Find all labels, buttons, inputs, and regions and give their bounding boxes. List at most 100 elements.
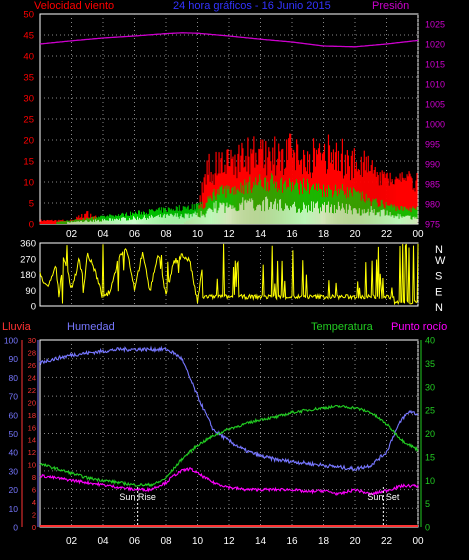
rain-y-tick-label: 100 xyxy=(4,336,18,346)
temperature-y-tick-label: 5 xyxy=(425,499,430,509)
rain-y-tick-label: 10 xyxy=(9,504,19,514)
rain-y-tick-label: 30 xyxy=(9,466,19,476)
sunrise-label: Sun Rise xyxy=(119,492,156,502)
humidity-y-tick-label: 2 xyxy=(32,511,36,520)
wind-x-tick-label: 16 xyxy=(286,229,298,240)
wind-x-tick-label: 04 xyxy=(97,229,109,240)
humidity-x-tick-label: 22 xyxy=(381,536,393,547)
direction-y-tick-label: 90 xyxy=(25,286,36,297)
humidity-y-tick-label: 28 xyxy=(28,348,36,357)
wind-pressure-panel: 02 04 06 08 10 12 14 16 18 20 22 000510152025303540… xyxy=(23,10,445,241)
humidity-x-tick-label: 02 xyxy=(66,536,78,547)
compass-label: E xyxy=(435,286,442,298)
wind-y-tick-label: 0 xyxy=(29,220,34,231)
pressure-y-tick-label: 1020 xyxy=(425,40,445,50)
pressure-y-tick-label: 980 xyxy=(425,200,440,210)
rain-y-tick-label: 90 xyxy=(9,354,19,364)
wind-x-tick-label: 00 xyxy=(412,229,424,240)
wind-y-tick-label: 30 xyxy=(23,94,34,105)
humidity-y-tick-label: 18 xyxy=(28,411,36,420)
rain-y-tick-label: 80 xyxy=(9,373,19,383)
dewpoint-line xyxy=(39,467,419,497)
wind-x-tick-label: 22 xyxy=(381,229,393,240)
wind-x-tick-label: 14 xyxy=(255,229,267,240)
humidity-y-tick-label: 20 xyxy=(28,398,36,407)
temperature-line xyxy=(39,404,419,488)
humidity-x-tick-label: 16 xyxy=(286,536,298,547)
wind-y-tick-label: 10 xyxy=(23,178,34,189)
humidity-x-tick-label: 08 xyxy=(160,536,172,547)
wind-y-tick-label: 45 xyxy=(23,31,34,42)
compass-label: S xyxy=(435,271,442,283)
humidity-title: Humedad xyxy=(67,321,115,333)
humidity-y-tick-label: 12 xyxy=(28,448,36,457)
humidity-y-tick-label: 22 xyxy=(28,386,36,395)
temperature-title: Temperatura xyxy=(311,321,374,333)
wind-y-tick-label: 40 xyxy=(23,52,34,63)
rain-y-tick-label: 50 xyxy=(9,429,19,439)
pressure-y-tick-label: 975 xyxy=(425,220,440,230)
humidity-y-tick-label: 14 xyxy=(28,436,36,445)
wind-y-tick-label: 15 xyxy=(23,157,34,168)
wind-y-tick-label: 35 xyxy=(23,73,34,84)
rain-title: Lluvia xyxy=(2,321,32,333)
humidity-x-tick-label: 20 xyxy=(349,536,361,547)
humidity-x-tick-label: 12 xyxy=(223,536,235,547)
wind-x-tick-label: 20 xyxy=(349,229,361,240)
rain-y-tick-label: 60 xyxy=(9,410,19,420)
wind-x-tick-label: 02 xyxy=(66,229,78,240)
temperature-y-tick-label: 35 xyxy=(425,359,435,369)
temperature-y-tick-label: 30 xyxy=(425,382,435,392)
rain-y-tick-label: 70 xyxy=(9,392,19,402)
compass-label: N xyxy=(435,302,443,314)
direction-plot-frame xyxy=(39,242,419,307)
direction-y-tick-label: 360 xyxy=(20,239,36,250)
humidity-y-tick-label: 8 xyxy=(32,473,36,482)
humidity-x-tick-label: 00 xyxy=(412,536,424,547)
humidity-x-tick-label: 04 xyxy=(97,536,109,547)
wind-direction-line xyxy=(39,243,419,306)
humidity-y-tick-label: 24 xyxy=(28,373,36,382)
pressure-y-tick-label: 1000 xyxy=(425,120,445,130)
pressure-y-tick-label: 1025 xyxy=(425,20,445,30)
temperature-y-tick-label: 40 xyxy=(425,336,435,346)
pressure-y-tick-label: 985 xyxy=(425,180,440,190)
wind-y-tick-label: 20 xyxy=(23,136,34,147)
temperature-y-tick-label: 0 xyxy=(425,523,430,533)
compass-label: W xyxy=(435,255,446,267)
humidity-x-tick-label: 10 xyxy=(192,536,204,547)
direction-y-tick-label: 0 xyxy=(31,302,36,313)
humidity-y-tick-label: 10 xyxy=(28,461,36,470)
wind-x-tick-label: 12 xyxy=(223,229,235,240)
rain-y-tick-label: 40 xyxy=(9,448,19,458)
humidity-temperature-panel: 02 04 06 08 10 12 14 16 18 20 22 000102030405060708… xyxy=(4,336,435,548)
humidity-x-tick-label: 06 xyxy=(129,536,141,547)
temperature-y-tick-label: 20 xyxy=(425,429,435,439)
temperature-y-tick-label: 15 xyxy=(425,452,435,462)
pressure-y-tick-label: 995 xyxy=(425,140,440,150)
wind-y-tick-label: 5 xyxy=(29,199,34,210)
direction-y-tick-label: 180 xyxy=(20,270,36,281)
wind-x-tick-label: 06 xyxy=(129,229,141,240)
temperature-y-tick-label: 25 xyxy=(425,406,435,416)
humidity-y-tick-label: 30 xyxy=(28,336,36,345)
wind-x-tick-label: 10 xyxy=(192,229,204,240)
temperature-y-tick-label: 10 xyxy=(425,476,435,486)
sunset-label: Sun Set xyxy=(367,492,400,502)
rain-y-tick-label: 0 xyxy=(13,523,18,533)
humidity-y-tick-label: 6 xyxy=(32,486,36,495)
chart-date-title: 24 hora gráficos - 16 Junio 2015 xyxy=(173,0,331,12)
humidity-y-tick-label: 26 xyxy=(28,361,36,370)
humidity-y-tick-label: 0 xyxy=(32,523,36,532)
humidity-x-tick-label: 14 xyxy=(255,536,267,547)
wind-speed-title: Velocidad viento xyxy=(34,0,114,12)
pressure-y-tick-label: 990 xyxy=(425,160,440,170)
humidity-y-tick-label: 4 xyxy=(32,498,36,507)
dewpoint-title: Punto rocío xyxy=(391,321,447,333)
wind-x-tick-label: 08 xyxy=(160,229,172,240)
wind-y-tick-label: 50 xyxy=(23,10,34,21)
pressure-y-tick-label: 1005 xyxy=(425,100,445,110)
humidity-line xyxy=(39,345,419,472)
